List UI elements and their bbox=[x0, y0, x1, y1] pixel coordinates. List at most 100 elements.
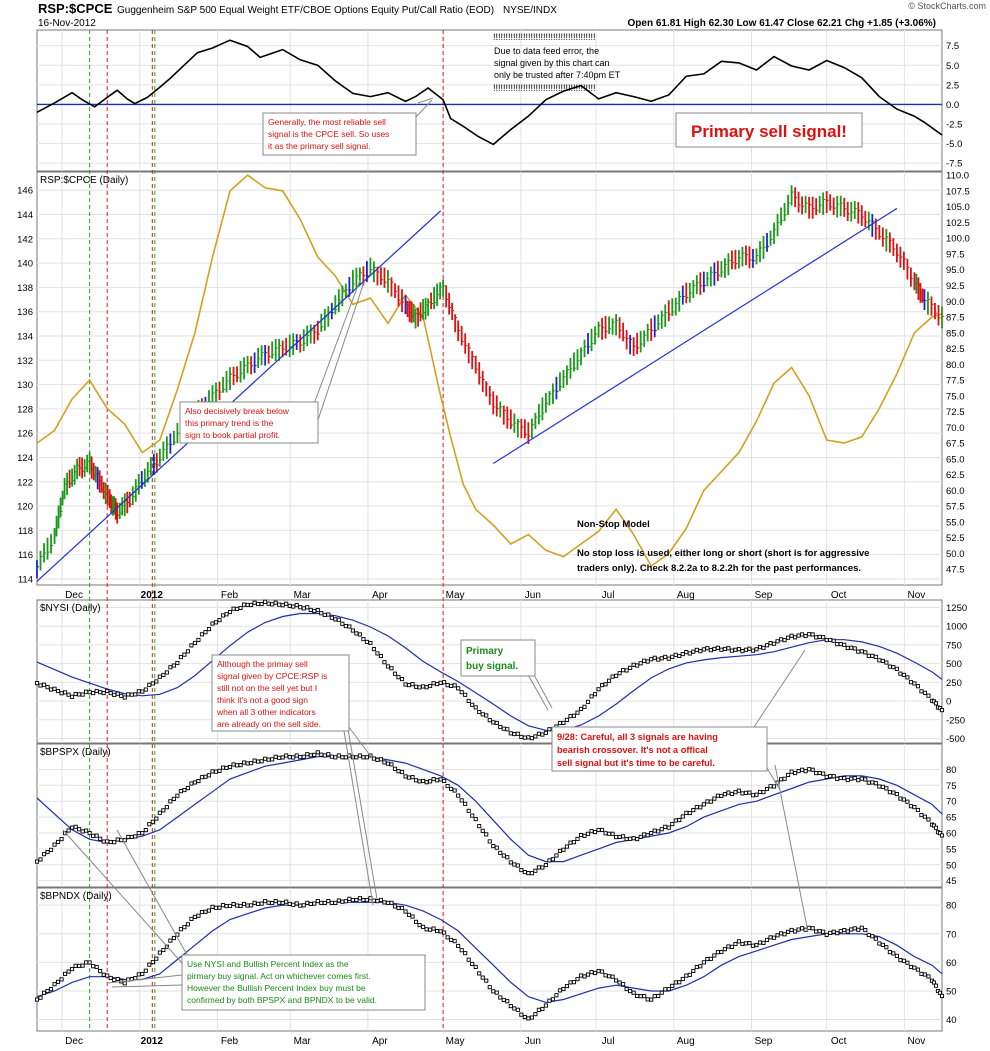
bpndx-dot-214 bbox=[786, 929, 791, 934]
price-right-tick-label-4: 100.0 bbox=[946, 234, 970, 245]
pointer-primary-buy bbox=[526, 672, 549, 711]
bpspx-dot-196 bbox=[722, 792, 727, 797]
buy-rule-line-1: Use NYSI and Bullish Percent Index as th… bbox=[187, 959, 349, 969]
bpspx-dot-228 bbox=[835, 776, 840, 781]
nysi-dot-38 bbox=[168, 665, 173, 670]
bpndx-dot-42 bbox=[182, 925, 187, 930]
nysi-dot-100 bbox=[385, 664, 391, 669]
nysi-dot-81 bbox=[319, 611, 324, 616]
nysi-dot-177 bbox=[656, 657, 661, 662]
bpndx-dot-49 bbox=[206, 908, 212, 913]
bpspx-dot-13 bbox=[80, 829, 85, 834]
nysi-dot-139 bbox=[522, 735, 527, 740]
bpndx-dot-242 bbox=[884, 945, 889, 950]
bpspx-dot-172 bbox=[638, 834, 643, 839]
nysi-dot-8 bbox=[63, 690, 68, 695]
nysi-dot-174 bbox=[645, 659, 650, 664]
nysi-dot-182 bbox=[673, 652, 678, 657]
nysi-dot-251 bbox=[915, 684, 920, 689]
nysi-dot-158 bbox=[589, 694, 594, 699]
feed-error-line-1: !!!!!!!!!!!!!!!!!!!!!!!!!!!!!!!!!!!!!!!!… bbox=[493, 32, 596, 42]
oscillator-tick-label-4: -2.5 bbox=[946, 120, 962, 131]
nysi-dot-49 bbox=[206, 627, 212, 632]
x-label-price-2: Feb bbox=[221, 590, 239, 601]
x-label-bottom-0: Dec bbox=[65, 1036, 83, 1047]
chart-title: Guggenheim S&P 500 Equal Weight ETF/CBOE… bbox=[117, 5, 494, 16]
bpndx-dot-15 bbox=[87, 960, 92, 965]
bpndx-dot-155 bbox=[578, 973, 584, 978]
nysi-dot-75 bbox=[298, 605, 303, 610]
price-right-tick-label-20: 60.0 bbox=[946, 486, 965, 497]
price-right-tick-label-16: 70.0 bbox=[946, 423, 965, 434]
bpndx-dot-141 bbox=[529, 1015, 534, 1020]
nysi-dot-203 bbox=[747, 646, 752, 651]
bpspx-dot-77 bbox=[305, 752, 310, 757]
nysi-dot-217 bbox=[796, 633, 801, 638]
bpndx-dot-140 bbox=[526, 1016, 531, 1021]
bpspx-dot-102 bbox=[392, 766, 398, 771]
nysi-dot-93 bbox=[361, 637, 366, 642]
bpspx-dot-176 bbox=[652, 828, 657, 833]
pointer-buy-rule-3 bbox=[107, 974, 183, 984]
bpspx-dot-231 bbox=[845, 778, 850, 783]
bpndx-dot-252 bbox=[919, 971, 924, 976]
bpndx-dot-74 bbox=[294, 901, 299, 906]
bpspx-dot-218 bbox=[800, 767, 805, 772]
nysi-dot-235 bbox=[859, 649, 864, 654]
bpndx-dot-171 bbox=[635, 993, 640, 998]
bpndx-dot-31 bbox=[143, 968, 148, 973]
bpndx-dot-103 bbox=[396, 905, 401, 911]
bpndx-panel bbox=[36, 887, 943, 1032]
x-label-price-7: Jul bbox=[602, 590, 615, 601]
nysi-dot-162 bbox=[603, 682, 608, 687]
bpspx-dot-55 bbox=[227, 765, 233, 770]
bpndx-dot-220 bbox=[807, 925, 812, 930]
bpspx-dot-249 bbox=[908, 804, 913, 809]
bpspx-dot-32 bbox=[147, 822, 152, 827]
nysi-dot-247 bbox=[901, 672, 906, 677]
bpspx-dot-110 bbox=[421, 778, 426, 783]
price-right-tick-label-10: 85.0 bbox=[946, 328, 965, 339]
bpspx-dot-104 bbox=[399, 769, 405, 775]
nysi-dot-12 bbox=[77, 692, 82, 697]
bpndx-dot-207 bbox=[761, 940, 766, 945]
trend-break-note: Also decisively break below this primary… bbox=[185, 406, 290, 440]
price-right-tick-label-6: 95.0 bbox=[946, 265, 965, 276]
nysi-dot-192 bbox=[708, 648, 713, 653]
bpspx-dot-86 bbox=[336, 753, 341, 758]
bpspx-dot-202 bbox=[743, 790, 749, 795]
bpndx-dot-180 bbox=[666, 987, 671, 992]
bpspx-dot-124 bbox=[470, 813, 475, 818]
bpspx-tick-label-5: 55 bbox=[946, 844, 957, 855]
bpspx-dot-85 bbox=[333, 755, 338, 760]
nysi-dot-39 bbox=[171, 663, 176, 668]
callout-pointers bbox=[62, 97, 809, 988]
nysi-dot-159 bbox=[592, 692, 598, 697]
bpndx-dot-38 bbox=[168, 938, 173, 943]
pointer-not-on-sell-bpndx bbox=[342, 724, 374, 906]
bpspx-dot-31 bbox=[143, 828, 148, 833]
bpndx-dot-87 bbox=[340, 899, 345, 904]
bpspx-dot-179 bbox=[663, 824, 668, 829]
price-left-tick-label-16: 114 bbox=[18, 574, 33, 585]
nysi-dot-0 bbox=[34, 681, 40, 686]
bpspx-dot-67 bbox=[270, 757, 275, 762]
bpndx-dot-152 bbox=[568, 980, 573, 985]
bpndx-dot-25 bbox=[122, 981, 127, 986]
bpspx-dot-97 bbox=[375, 757, 380, 762]
nysi-dot-225 bbox=[824, 638, 829, 643]
bpndx-dot-46 bbox=[196, 913, 201, 918]
nysi-dot-71 bbox=[284, 601, 289, 606]
nysi-dot-243 bbox=[887, 664, 892, 669]
bpndx-dot-14 bbox=[84, 960, 89, 965]
bpspx-dot-237 bbox=[866, 780, 871, 785]
bpndx-dot-215 bbox=[789, 927, 794, 933]
bpndx-dot-6 bbox=[56, 979, 61, 984]
price-right-tick-label-5: 97.5 bbox=[946, 249, 965, 260]
bpspx-dot-129 bbox=[487, 839, 492, 844]
bpndx-dot-98 bbox=[378, 897, 384, 903]
bpndx-dot-223 bbox=[817, 929, 822, 934]
nysi-dot-166 bbox=[617, 671, 622, 676]
bpndx-dot-231 bbox=[845, 929, 850, 934]
bpndx-dot-19 bbox=[101, 972, 106, 977]
